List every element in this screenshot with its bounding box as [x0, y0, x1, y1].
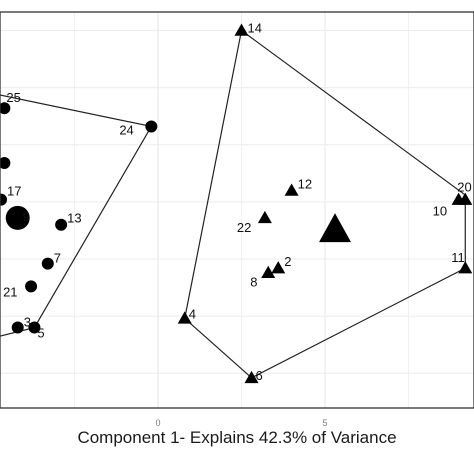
point-label-6: 6 — [256, 368, 263, 383]
point-21 — [25, 280, 38, 293]
point-11 — [458, 261, 473, 274]
point-5 — [28, 321, 41, 334]
point-24 — [145, 120, 158, 133]
point-label-11: 11 — [451, 250, 465, 265]
point-label-14: 14 — [248, 21, 262, 36]
point-17 — [0, 193, 8, 206]
x-axis-title: Component 1- Explains 42.3% of Variance — [77, 428, 397, 447]
point-label-13: 13 — [67, 211, 81, 226]
point-label-12: 12 — [298, 176, 312, 191]
point-2 — [271, 261, 286, 274]
point-label-2: 2 — [284, 254, 291, 269]
point-label-7: 7 — [54, 251, 61, 266]
point-3 — [11, 321, 24, 334]
x-tick-label: 5 — [322, 418, 327, 428]
point-7 — [41, 257, 54, 270]
point-label-9: 9 — [23, 209, 30, 224]
point-label-21: 21 — [3, 284, 17, 299]
point-label-25: 25 — [6, 90, 20, 105]
data-points — [0, 23, 473, 384]
point-22 — [257, 210, 272, 224]
point-25 — [0, 102, 11, 115]
point-13 — [55, 218, 68, 231]
point-label-24: 24 — [119, 122, 133, 137]
centroid-circle — [5, 205, 30, 230]
plot-frame — [0, 11, 474, 409]
point-label-20: 20 — [457, 180, 471, 195]
point-label-5: 5 — [37, 326, 44, 341]
point-6 — [244, 370, 259, 384]
x-tick-label: 0 — [155, 418, 160, 428]
point-label-22: 22 — [237, 220, 251, 235]
point-label-17: 17 — [7, 184, 21, 199]
point-label-8: 8 — [250, 275, 257, 290]
point-10 — [451, 192, 466, 205]
point-12 — [284, 183, 299, 196]
hull-triangle — [184, 29, 466, 379]
point-8 — [261, 265, 276, 278]
point-label-4: 4 — [189, 306, 196, 321]
grid — [0, 12, 474, 408]
centroid-triangle — [319, 213, 352, 243]
point-4 — [177, 311, 192, 324]
point-unlabeled — [0, 157, 11, 170]
point-label-3: 3 — [24, 315, 31, 330]
point-label-10: 10 — [433, 204, 447, 219]
point-14 — [234, 23, 249, 36]
